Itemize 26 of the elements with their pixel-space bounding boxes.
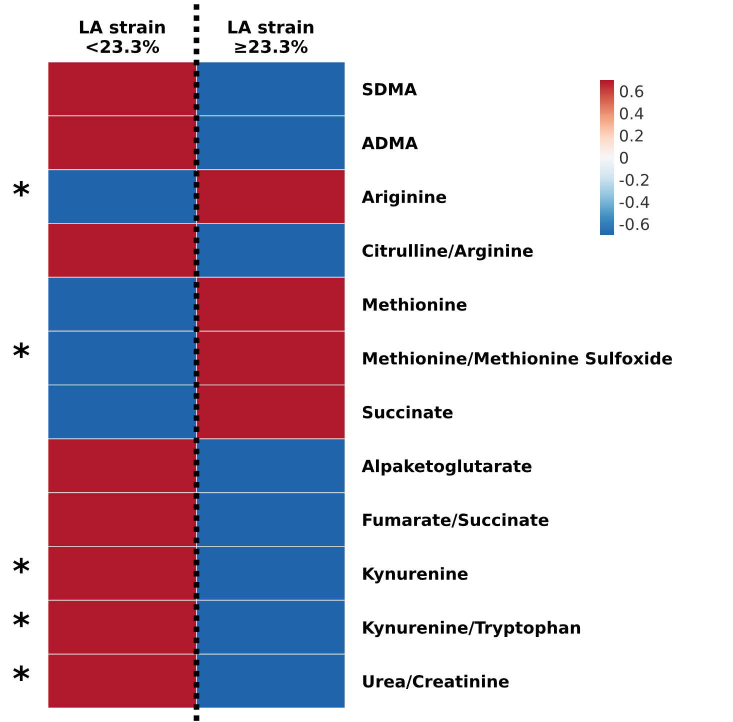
y2-tick-label: * [13,558,30,574]
y-tick-label: Methionine [363,298,466,311]
y-tick-label: Citrulline/Arginine [362,244,533,260]
y-tick-label: Methionine/Methionine Sulfoxide [363,352,672,366]
y-tick-label: Alpaketoglutarate [362,459,532,476]
y-tick-label: Ariginine [362,190,446,207]
y-tick-label: SDMA [362,82,417,96]
y-tick-label: Succinate [362,406,453,418]
color-bar-label: -0.6 [620,218,650,230]
y-tick-label: Kynurenine/Tryptophan [363,620,580,638]
x-tick-label: LA strain <23.3% [80,20,165,54]
y2-tick-label: * [13,612,30,628]
y2-tick-label: * [13,181,30,197]
color-bar-label: -0.2 [620,174,648,186]
y-tick-label: ADMA [362,136,418,150]
color-bar-label: 0 [620,152,628,164]
color-bar-label: 0.2 [620,130,643,142]
y-tick-label: Kynurenine [363,567,468,584]
y-tick-label: Fumarate/Succinate [363,513,548,528]
x-tick-label: LA strain ≥23.3% [228,20,314,54]
color-bar-label: 0.4 [620,107,644,120]
y2-tick-label: * [13,666,30,682]
color-bar-label: 0.6 [620,85,644,98]
y2-tick-label: * [13,342,30,358]
y-tick-label: Urea/Creatinine [363,674,509,689]
color-bar-label: -0.4 [620,196,650,208]
